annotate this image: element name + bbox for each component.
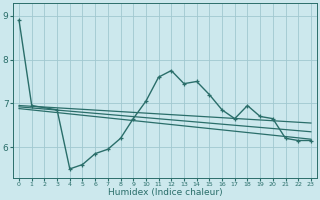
X-axis label: Humidex (Indice chaleur): Humidex (Indice chaleur): [108, 188, 222, 197]
